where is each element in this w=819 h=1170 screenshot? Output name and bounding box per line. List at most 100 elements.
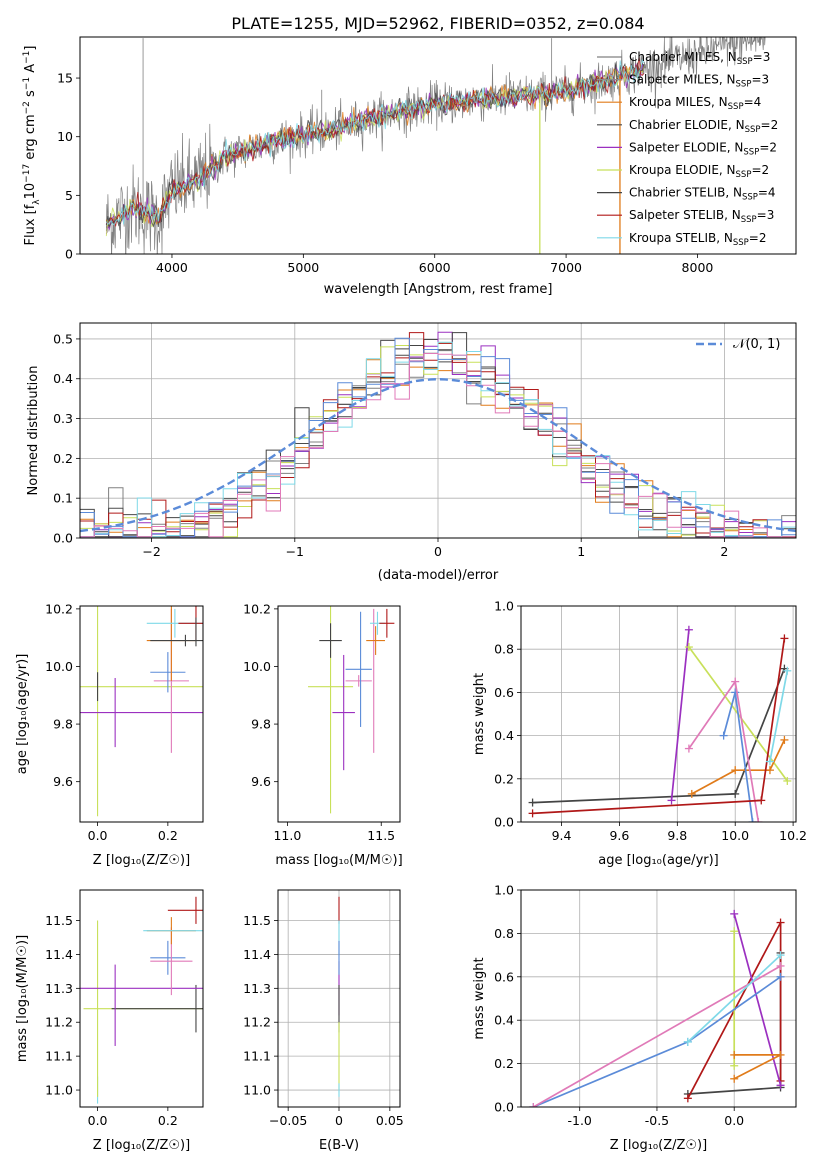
legend-tail: =2 [761,118,779,132]
y-tick-label: 0.8 [494,642,514,657]
legend-sub: SSP [745,125,761,135]
y-tick-label: 0.3 [53,411,73,426]
legend-text: Chabrier MILES, N [629,50,737,64]
mass-vs-ebv-panel: −0.05 0 0.05 11.0 11.1 11.2 11.3 11.4 11.5 E(B-V) [243,889,404,1153]
y-axis-label: age [log₁₀(age/yr)] [15,654,30,775]
plot-area [80,896,203,1104]
legend-text: Chabrier ELODIE, N [629,118,745,132]
legend-sub: SSP [736,80,752,90]
axes-frame [79,889,204,1108]
x-tick-label: 2 [720,544,728,559]
x-tick-label: -0.5 [645,1113,669,1128]
y-tick-label: 9.6 [251,774,271,789]
y-axis-label: Flux [fλ10−17 erg cm−2 s−1 A−1] [22,46,42,246]
weight-line [687,954,782,1043]
legend-text: Salpeter MILES, N [629,73,736,87]
normal-curve [80,377,796,533]
legend-sub: SSP [733,238,749,248]
y-tick-label: 9.8 [251,717,271,732]
x-tick-label: 0.2 [158,828,178,843]
x-tick-label: 0 [335,1113,343,1128]
y-tick-label: 0.6 [494,685,514,700]
weight-line [733,913,782,1086]
legend-text: Salpeter ELODIE, N [629,140,743,154]
y-tick-label: 5 [65,188,73,203]
weight-vs-Z-panel: -1.0 -0.5 0.0 0.0 0.2 0.4 0.6 0.8 1.0 Z [log₁₀(Z/… [472,883,797,1153]
y-tick-label: 0.4 [494,728,514,743]
legend-entry: Kroupa MILES, NSSP=4 [629,95,761,112]
y-label-part: s [23,90,38,101]
y-axis-label: mass weight [472,673,487,755]
y-tick-label: 0.4 [53,371,73,386]
plot-area [80,331,796,538]
mass-vs-Z-panel: 0.0 0.2 11.0 11.1 11.2 11.3 11.4 11.5 Z [log₁₀(Z… [15,889,204,1153]
legend-tail: =4 [744,95,762,109]
y-tick-label: 11.1 [243,1049,271,1064]
y-tick-label: 11.2 [243,1015,271,1030]
x-tick-label: 5000 [287,260,319,275]
x-tick-label: 9.4 [552,828,572,843]
y-tick-label: 10.2 [45,601,73,616]
y-tick-label: 11.5 [243,913,271,928]
legend-tail: =4 [758,186,776,200]
residuals-panel: −2 −1 0 1 2 0.0 0.1 0.2 0.3 0.4 0.5 (data-model)/er… [26,322,797,583]
y-label-part: 10 [23,183,38,200]
y-tick-label: 10.0 [45,659,73,674]
x-tick-label: 0.2 [158,1113,178,1128]
legend-text: Kroupa MILES, N [629,95,728,109]
x-axis-label: Z [log₁₀(Z/Z☉)] [93,853,190,868]
plot-area [528,625,792,822]
y-tick-label: 0.0 [494,815,514,830]
x-tick-label: 4000 [156,260,188,275]
legend-text: Kroupa STELIB, N [629,231,733,245]
y-tick-label: 0.4 [494,1013,514,1028]
x-tick-label: -1.0 [568,1113,592,1128]
legend-text: Chabrier STELIB, N [629,186,742,200]
y-tick-label: 11.0 [243,1083,271,1098]
legend-tail: =2 [751,163,769,177]
x-tick-label: 11.0 [273,828,301,843]
x-axis-label: E(B-V) [319,1138,359,1153]
x-tick-label: −0.05 [269,1113,307,1128]
figure-title: PLATE=1255, MJD=52962, FIBERID=0352, z=0… [231,14,644,33]
plot-area [80,606,203,817]
y-label-part: −1 [22,51,32,64]
y-label-part: A [23,64,38,77]
plot-area [529,909,785,1107]
x-axis-label: age [log₁₀(age/yr)] [598,853,719,868]
y-tick-label: 10 [57,129,73,144]
y-tick-label: 9.8 [53,717,73,732]
y-tick-label: 0.2 [494,771,514,786]
legend-tail: =2 [749,231,767,245]
legend-sub: SSP [743,147,759,157]
y-axis-label: mass weight [472,957,487,1039]
legend-entry: Kroupa STELIB, NSSP=2 [629,231,767,248]
y-tick-label: 0 [65,247,73,262]
axes-frame [79,36,797,255]
y-axis-label: mass [log₁₀(M/M☉)] [15,935,30,1062]
y-tick-label: 11.4 [45,947,73,962]
legend-sub: SSP [728,102,744,112]
y-tick-label: 0.8 [494,926,514,941]
y-tick-label: 0.2 [494,1056,514,1071]
legend-tail: =3 [753,50,771,64]
x-axis-label: Z [log₁₀(Z/Z☉)] [93,1138,190,1153]
weight-line [769,670,789,762]
legend-sub: SSP [741,215,757,225]
x-tick-label: 0.0 [88,828,108,843]
x-tick-label: 0 [434,544,442,559]
weight-line [691,739,786,795]
y-tick-label: 0.6 [494,969,514,984]
weight-vs-age-panel: 9.4 9.6 9.8 10.0 10.2 0.0 0.2 0.4 0.6 0.8 1.0 age [… [472,599,807,869]
x-tick-label: 8000 [682,260,714,275]
y-label-part: −1 [22,77,32,90]
y-label-part: −17 [22,164,32,183]
x-axis-label: wavelength [Angstrom, rest frame] [324,282,553,297]
age-vs-mass-panel: 11.0 11.5 9.6 9.8 10.0 10.2 mass [log₁₀(M/M☉)] [243,601,403,868]
x-tick-label: 0.0 [88,1113,108,1128]
x-axis-label: mass [log₁₀(M/M☉)] [275,853,402,868]
y-tick-label: 0.2 [53,451,73,466]
x-tick-label: −1 [286,544,304,559]
legend-text: Kroupa ELODIE, N [629,163,736,177]
